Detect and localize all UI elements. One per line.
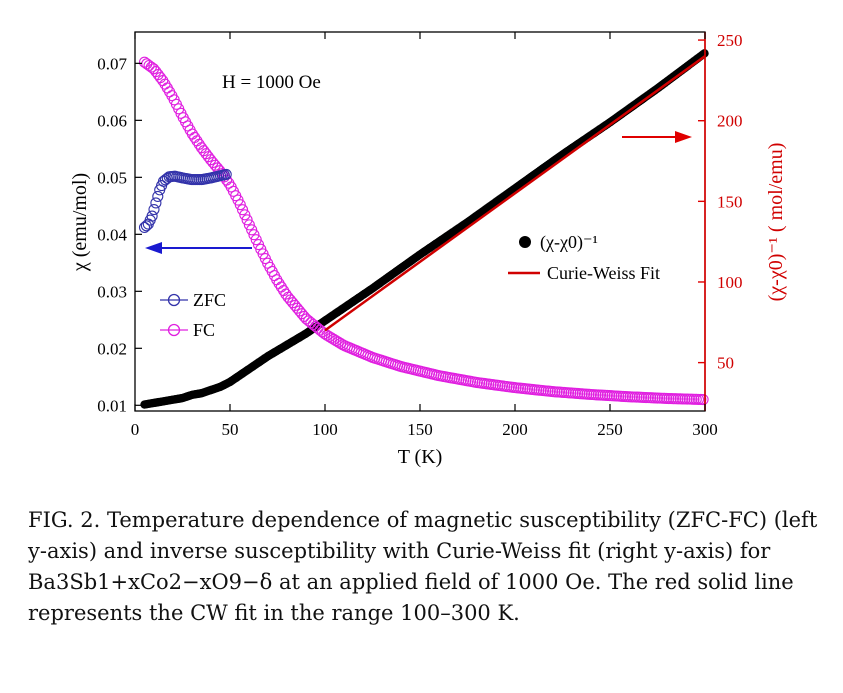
zfc-point (138, 221, 151, 234)
zfc-point (146, 210, 158, 222)
axis-ticks: 0 50 100 150 200 250 300 0.01 0.02 0.03 0.04 0.05 0.… (97, 31, 742, 439)
fc-point (243, 219, 255, 231)
fc-point (248, 229, 260, 241)
x-tick-label: 100 (312, 420, 338, 439)
zfc-point (152, 190, 164, 202)
y-right-tick-label: 150 (717, 192, 743, 211)
y-right-tick-label: 250 (717, 31, 743, 50)
y-left-tick-label: 0.03 (97, 282, 127, 301)
x-axis-title: T (K) (398, 446, 443, 468)
y-left-tick-label: 0.04 (97, 225, 127, 244)
y-left-tick-label: 0.02 (97, 339, 127, 358)
fc-point (697, 393, 709, 406)
zfc-point (140, 220, 152, 232)
fc-point (275, 281, 287, 293)
legend-label-inverse: (χ-χ0)⁻¹ (540, 232, 598, 253)
y-left-axis-title: χ (emu/mol) (69, 173, 91, 272)
y-right-tick-label: 50 (717, 354, 734, 373)
zfc-point (148, 203, 160, 216)
x-tick-label: 0 (131, 420, 140, 439)
y-right-tick-label: 200 (717, 112, 743, 131)
figure-caption: FIG. 2. Temperature dependence of magnet… (28, 505, 818, 629)
fc-point (239, 209, 251, 221)
chart: 0 50 100 150 200 250 300 0.01 0.02 0.03 0.04 0.05 0.… (69, 31, 787, 468)
fc-point (234, 199, 246, 211)
fc-point (278, 284, 290, 297)
plot-frame (134, 31, 706, 412)
fc-point (236, 204, 249, 216)
y-right-axis-title: (χ-χ0)⁻¹ ( mol/emu) (765, 143, 787, 302)
fc-point (189, 131, 201, 143)
legend-marker-zfc (167, 293, 181, 307)
legend-label-fc: FC (193, 320, 215, 340)
x-tick-label: 250 (597, 420, 623, 439)
legend-right: (χ-χ0)⁻¹ Curie-Weiss Fit (508, 232, 660, 283)
zfc-point (159, 174, 171, 186)
fc-point (191, 135, 203, 147)
legend-label-zfc: ZFC (193, 290, 226, 310)
fc-point (246, 224, 258, 236)
y-left-tick-label: 0.06 (97, 111, 127, 130)
legend-marker-fc (167, 323, 181, 337)
x-tick-label: 300 (692, 420, 718, 439)
x-tick-label: 200 (502, 420, 528, 439)
zfc-point (220, 168, 232, 181)
plot-marks (138, 49, 709, 409)
legend-marker-inverse (519, 236, 531, 248)
zfc-point (150, 197, 162, 209)
y-right-tick-label: 100 (717, 273, 743, 292)
annotation-field: H = 1000 Oe (222, 72, 321, 93)
x-tick-label: 50 (222, 420, 239, 439)
fc-point (250, 234, 262, 246)
x-tick-label: 150 (407, 420, 433, 439)
fc-point (241, 214, 253, 226)
legend-label-cw: Curie-Weiss Fit (547, 263, 660, 283)
red-arrow-right (622, 131, 692, 143)
blue-arrow-left (145, 242, 252, 254)
y-left-tick-label: 0.05 (97, 168, 127, 187)
fc-point (273, 277, 285, 289)
legend-left: ZFC FC (160, 290, 226, 340)
y-left-tick-label: 0.01 (97, 396, 127, 415)
caption-text: FIG. 2. Temperature dependence of magnet… (28, 508, 818, 625)
curie-weiss-fit-line (324, 55, 706, 332)
y-left-tick-label: 0.07 (97, 54, 127, 73)
